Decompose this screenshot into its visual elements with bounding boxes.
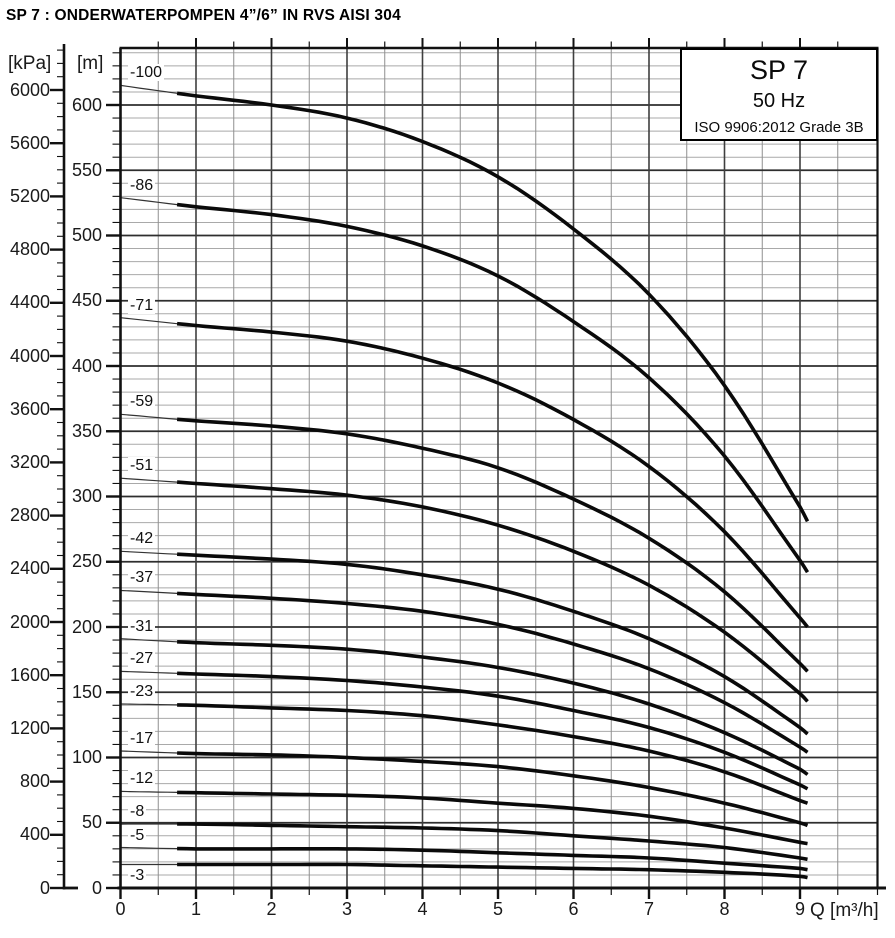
x-tick-label: 2 <box>266 899 277 919</box>
kpa-tick-label: 6000 <box>9 79 50 100</box>
legend-model-name: SP 7 <box>749 55 809 85</box>
pump-curve-3 <box>120 862 808 880</box>
pump-curve-23 <box>120 703 809 805</box>
pressure-axis-unit-label: [kPa] <box>8 53 52 74</box>
kpa-tick-label: 5600 <box>9 132 50 153</box>
kpa-tick-label: 4400 <box>9 292 50 313</box>
kpa-tick-label: 3600 <box>9 398 50 419</box>
x-tick-label: 5 <box>492 899 503 919</box>
x-tick-label: 7 <box>643 899 654 919</box>
m-tick-label: 450 <box>71 290 102 311</box>
pump-curve-100 <box>120 84 810 523</box>
pump-curve-86 <box>120 197 810 574</box>
pump-curve-17 <box>120 750 809 828</box>
kpa-tick-label: 4000 <box>9 345 50 366</box>
m-tick-label: 250 <box>71 551 102 572</box>
kpa-tick-label: 0 <box>39 877 50 898</box>
x-tick-label: 3 <box>341 899 352 919</box>
kpa-tick-label: 4800 <box>9 239 50 260</box>
x-tick-label: 4 <box>417 899 428 919</box>
pump-curve-31 <box>120 638 809 776</box>
curve-label-37: -37 <box>128 569 156 587</box>
x-tick-label: 0 <box>115 899 126 919</box>
curve-label-51: -51 <box>128 457 156 475</box>
legend-box: SP 7 50 Hz ISO 9906:2012 Grade 3B <box>680 48 878 141</box>
legend-frequency: 50 Hz <box>752 90 806 112</box>
curve-label-23: -23 <box>128 682 156 700</box>
m-tick-label: 200 <box>71 616 102 637</box>
legend-standard: ISO 9906:2012 Grade 3B <box>694 119 864 136</box>
curve-label-71: -71 <box>128 296 156 314</box>
pump-curve-51 <box>120 477 809 703</box>
kpa-tick-label: 3200 <box>9 451 50 472</box>
kpa-tick-label: 800 <box>19 771 50 792</box>
m-tick-label: 350 <box>71 420 102 441</box>
pump-curve-27 <box>120 670 809 791</box>
curve-label-86: -86 <box>128 176 156 194</box>
kpa-tick-label: 2000 <box>9 611 50 632</box>
curve-label-3: -3 <box>128 866 147 884</box>
pump-curve-8 <box>120 822 808 862</box>
x-tick-label: 8 <box>719 899 730 919</box>
curve-label-31: -31 <box>128 617 156 635</box>
curve-label-8: -8 <box>128 803 147 821</box>
flow-axis-unit-label: Q [m³/h] <box>810 900 879 921</box>
vertical-minor-gridlines <box>157 48 839 888</box>
x-tick-label: 1 <box>190 899 201 919</box>
curve-label-5: -5 <box>128 826 147 844</box>
m-tick-label: 500 <box>71 225 102 245</box>
horizontal-major-gridlines <box>120 104 878 824</box>
x-tick-label: 6 <box>568 899 579 919</box>
pump-curve-42 <box>120 550 809 736</box>
m-tick-label: 100 <box>71 747 102 767</box>
kpa-tick-label: 5200 <box>9 185 50 206</box>
curve-label-42: -42 <box>128 530 156 548</box>
kpa-tick-label: 1600 <box>9 664 50 685</box>
kpa-tick-label: 400 <box>19 824 50 845</box>
m-tick-label: 150 <box>71 681 102 702</box>
m-tick-label: 0 <box>91 877 102 898</box>
kpa-tick-label: 1200 <box>9 717 50 738</box>
pump-curve-37 <box>120 589 809 754</box>
kpa-tick-label: 2800 <box>9 505 50 526</box>
m-tick-label: 300 <box>71 486 102 506</box>
m-tick-label: 550 <box>71 159 102 180</box>
page-title: SP 7 : ONDERWATERPOMPEN 4”/6” IN RVS AIS… <box>6 7 401 24</box>
head-axis-unit-label: [m] <box>77 53 104 74</box>
m-tick-label: 50 <box>81 812 102 833</box>
curve-label-59: -59 <box>128 393 156 411</box>
pump-curve-59 <box>120 413 809 673</box>
pump-curve-71 <box>120 317 809 629</box>
curve-label-100: -100 <box>128 64 165 82</box>
curve-label-17: -17 <box>128 729 156 747</box>
vertical-major-gridlines <box>195 48 801 888</box>
m-tick-label: 400 <box>71 355 102 376</box>
curve-label-27: -27 <box>128 650 156 668</box>
kpa-tick-label: 2400 <box>9 558 50 579</box>
axes-and-borders <box>50 38 886 899</box>
x-tick-label: 9 <box>794 899 805 919</box>
pump-curves <box>120 84 810 880</box>
m-tick-label: 600 <box>71 94 102 115</box>
curve-label-12: -12 <box>128 770 156 788</box>
pump-curve-5 <box>120 846 808 872</box>
pump-curve-12 <box>120 790 808 846</box>
